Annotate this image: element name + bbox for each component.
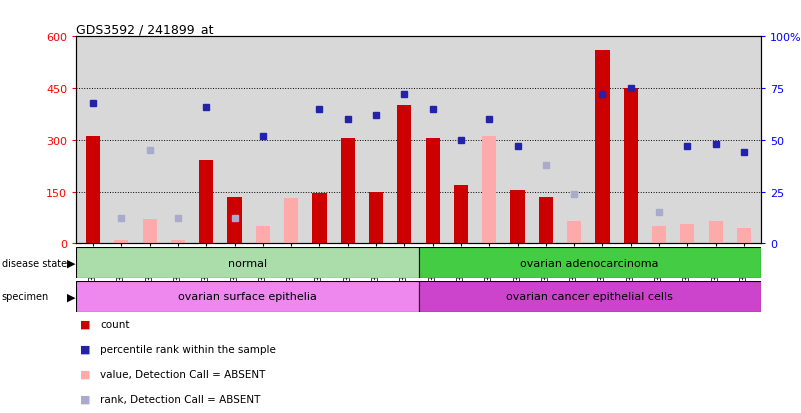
Text: ■: ■ [80, 369, 91, 379]
Bar [312, 194, 327, 244]
Bar [340, 139, 355, 244]
Text: percentile rank within the sample: percentile rank within the sample [100, 344, 276, 354]
Bar [539, 197, 553, 244]
Text: ovarian surface epithelia: ovarian surface epithelia [178, 291, 316, 301]
Text: ovarian cancer epithelial cells: ovarian cancer epithelial cells [506, 291, 673, 301]
Text: ▶: ▶ [66, 292, 75, 301]
Bar [86, 137, 100, 244]
Text: ■: ■ [80, 394, 91, 404]
Text: value, Detection Call = ABSENT: value, Detection Call = ABSENT [100, 369, 265, 379]
FancyBboxPatch shape [76, 281, 418, 312]
Text: specimen: specimen [2, 292, 49, 301]
FancyBboxPatch shape [418, 281, 761, 312]
Bar [595, 51, 610, 244]
Bar [199, 161, 213, 244]
Bar [115, 240, 128, 244]
Bar [482, 137, 497, 244]
Text: ▶: ▶ [66, 259, 75, 268]
Bar [284, 199, 298, 244]
Text: normal: normal [227, 258, 267, 268]
Bar [624, 89, 638, 244]
Bar [652, 226, 666, 244]
Bar [454, 185, 468, 244]
Text: GDS3592 / 241899_at: GDS3592 / 241899_at [76, 23, 214, 36]
Text: disease state: disease state [2, 259, 66, 268]
Bar [425, 139, 440, 244]
Text: ■: ■ [80, 344, 91, 354]
FancyBboxPatch shape [418, 248, 761, 279]
Bar [709, 221, 723, 244]
Bar [510, 190, 525, 244]
Bar [397, 106, 412, 244]
Bar [369, 192, 383, 244]
Text: count: count [100, 319, 130, 329]
Bar [256, 226, 270, 244]
Text: ovarian adenocarcinoma: ovarian adenocarcinoma [521, 258, 659, 268]
Bar [171, 240, 185, 244]
Bar [680, 225, 694, 244]
Bar [143, 220, 157, 244]
Bar [737, 228, 751, 244]
Bar [227, 197, 242, 244]
FancyBboxPatch shape [76, 248, 418, 279]
Text: rank, Detection Call = ABSENT: rank, Detection Call = ABSENT [100, 394, 260, 404]
Text: ■: ■ [80, 319, 91, 329]
Bar [567, 221, 582, 244]
